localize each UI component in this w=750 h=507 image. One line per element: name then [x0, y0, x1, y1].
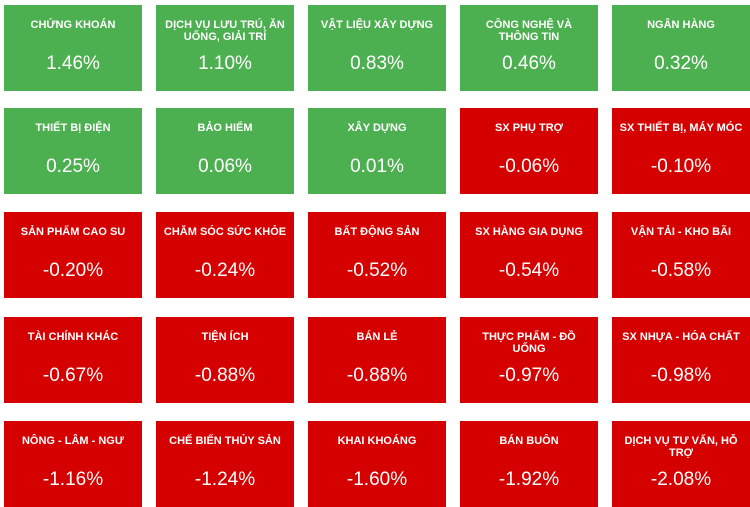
tile: THIẾT BỊ ĐIỆN 0.25% [4, 108, 142, 194]
sector-name: SX HÀNG GIA DỤNG [475, 226, 583, 238]
sector-name: CHỨNG KHOÁN [30, 19, 116, 31]
sector-change: -0.88% [194, 365, 256, 386]
sector-change: 0.01% [350, 156, 404, 177]
sector-name: NÔNG - LÂM - NGƯ [21, 435, 124, 447]
sector-name: SX PHỤ TRỢ [494, 122, 564, 134]
sector-name: NGÂN HÀNG [647, 19, 715, 31]
tile: CÔNG NGHỆ VÀ THÔNG TIN 0.46% [460, 5, 598, 91]
sector-change: -0.67% [42, 365, 104, 386]
sector-name: SX THIẾT BỊ, MÁY MÓC [619, 122, 743, 134]
tile: VẬT LIỆU XÂY DỰNG 0.83% [308, 5, 446, 91]
tile: BÁN BUÔN -1.92% [460, 421, 598, 507]
sector-change: -0.88% [346, 365, 408, 386]
tile: SX HÀNG GIA DỤNG -0.54% [460, 212, 598, 298]
sector-name: CHĂM SÓC SỨC KHỎE [163, 226, 287, 238]
tile: SẢN PHẨM CAO SU -0.20% [4, 212, 142, 298]
tile: BÁN LẺ -0.88% [308, 317, 446, 403]
tile: CHĂM SÓC SỨC KHỎE -0.24% [156, 212, 294, 298]
tile: SX NHỰA - HÓA CHẤT -0.98% [612, 317, 750, 403]
sector-change: -1.60% [346, 469, 408, 490]
tile: CHỨNG KHOÁN 1.46% [4, 5, 142, 91]
sector-change: -0.58% [650, 260, 712, 281]
sector-name: SẢN PHẨM CAO SU [20, 226, 126, 238]
sector-change: 0.32% [654, 53, 708, 74]
tile: BẢO HIỂM 0.06% [156, 108, 294, 194]
tile: SX THIẾT BỊ, MÁY MÓC -0.10% [612, 108, 750, 194]
sector-change: 1.46% [46, 53, 100, 74]
tile: TÀI CHÍNH KHÁC -0.67% [4, 317, 142, 403]
tile: DỊCH VỤ TƯ VẤN, HỖ TRỢ -2.08% [612, 421, 750, 507]
tile: NÔNG - LÂM - NGƯ -1.16% [4, 421, 142, 507]
sector-change: -0.98% [650, 365, 712, 386]
sector-change: 0.06% [198, 156, 252, 177]
sector-change: -0.06% [498, 156, 560, 177]
sector-name: THỰC PHẨM - ĐỒ UỐNG [482, 331, 576, 355]
sector-change: 0.46% [502, 53, 556, 74]
sector-name: SX NHỰA - HÓA CHẤT [622, 331, 740, 343]
sector-change: -1.24% [194, 469, 256, 490]
sector-change: -0.52% [346, 260, 408, 281]
tile: TIỆN ÍCH -0.88% [156, 317, 294, 403]
sector-name: DỊCH VỤ LƯU TRÚ, ĂN UỐNG, GIẢI TRÍ [165, 19, 285, 43]
sector-name: VẬT LIỆU XÂY DỰNG [320, 19, 434, 31]
sector-change: -0.10% [650, 156, 712, 177]
tile: XÂY DỰNG 0.01% [308, 108, 446, 194]
tile: CHẾ BIẾN THỦY SẢN -1.24% [156, 421, 294, 507]
sector-name: BẢO HIỂM [197, 122, 253, 134]
sector-name: TÀI CHÍNH KHÁC [27, 331, 119, 343]
sector-name: THIẾT BỊ ĐIỆN [35, 122, 111, 134]
sector-name: TIỆN ÍCH [201, 331, 249, 343]
sector-name: DỊCH VỤ TƯ VẤN, HỖ TRỢ [624, 435, 738, 459]
sector-change: -1.92% [498, 469, 560, 490]
sector-change: 0.25% [46, 156, 100, 177]
sector-change: 0.83% [350, 53, 404, 74]
sector-change: -0.20% [42, 260, 104, 281]
sector-change: -1.16% [42, 469, 104, 490]
sector-name: KHAI KHOÁNG [337, 435, 417, 447]
tile: VẬN TẢI - KHO BÃI -0.58% [612, 212, 750, 298]
sector-name: BÁN BUÔN [499, 435, 559, 447]
sector-name: CHẾ BIẾN THỦY SẢN [169, 435, 281, 447]
sector-name: BẤT ĐỘNG SẢN [334, 226, 420, 238]
sector-change: -0.97% [498, 365, 560, 386]
tile: KHAI KHOÁNG -1.60% [308, 421, 446, 507]
sector-change: -0.54% [498, 260, 560, 281]
sector-change: 1.10% [198, 53, 252, 74]
sector-change: -0.24% [194, 260, 256, 281]
tile: THỰC PHẨM - ĐỒ UỐNG -0.97% [460, 317, 598, 403]
tile: SX PHỤ TRỢ -0.06% [460, 108, 598, 194]
tile: NGÂN HÀNG 0.32% [612, 5, 750, 91]
sector-name: CÔNG NGHỆ VÀ THÔNG TIN [485, 19, 573, 43]
sector-name: VẬN TẢI - KHO BÃI [630, 226, 732, 238]
tile: BẤT ĐỘNG SẢN -0.52% [308, 212, 446, 298]
sector-name: BÁN LẺ [356, 331, 398, 343]
sector-change: -2.08% [650, 469, 712, 490]
sector-name: XÂY DỰNG [347, 122, 407, 134]
tile: DỊCH VỤ LƯU TRÚ, ĂN UỐNG, GIẢI TRÍ 1.10% [156, 5, 294, 91]
